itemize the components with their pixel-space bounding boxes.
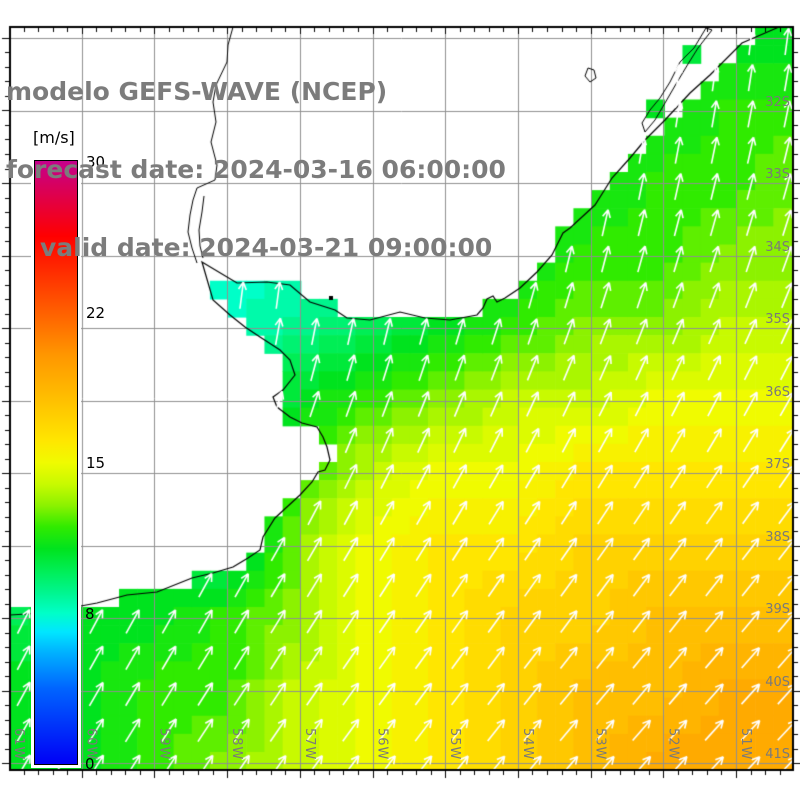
lat-label: 40S <box>765 674 790 690</box>
lon-label: 58W <box>229 728 245 761</box>
lon-label: 56W <box>374 728 390 761</box>
colorbar-tick-label: 0 <box>85 755 95 773</box>
model-title: modelo GEFS-WAVE (NCEP) <box>6 77 388 106</box>
lat-label: 38S <box>765 529 790 545</box>
colorbar-tick-label: 22 <box>86 303 106 322</box>
lat-label: 35S <box>765 312 790 327</box>
lon-label: 54W <box>519 728 535 761</box>
lat-label: 39S <box>765 602 790 617</box>
colorbar-tick-label: 8 <box>85 604 95 623</box>
lon-label: 55W <box>447 728 463 761</box>
lon-label: 57W <box>301 728 317 761</box>
colorbar-unit-label: [m/s] <box>33 128 75 147</box>
forecast-date: forecast date: 2024-03-16 06:00:00 <box>6 155 506 184</box>
lat-label: 36S <box>765 384 790 400</box>
lon-label: 59W <box>156 728 172 761</box>
lon-label: 61W <box>11 728 26 761</box>
lat-label: 33S <box>765 167 790 182</box>
colorbar-tick-label: 30 <box>86 153 106 171</box>
valid-date: valid date: 2024-03-21 09:00:00 <box>40 233 493 262</box>
lon-label: 51W <box>738 728 753 761</box>
lat-label: 32S <box>765 94 790 110</box>
lon-label: 52W <box>665 728 681 761</box>
colorbar <box>31 157 81 768</box>
lon-label: 53W <box>592 728 608 761</box>
lat-label: 34S <box>765 239 790 255</box>
colorbar-tick-label: 15 <box>86 454 106 472</box>
colorbar-gradient <box>34 160 78 765</box>
lon-label: 60W <box>83 728 99 761</box>
title-block: modelo GEFS-WAVE (NCEP) forecast date: 2… <box>6 27 506 313</box>
lat-label: 41S <box>765 747 790 762</box>
lat-label: 37S <box>765 457 790 472</box>
